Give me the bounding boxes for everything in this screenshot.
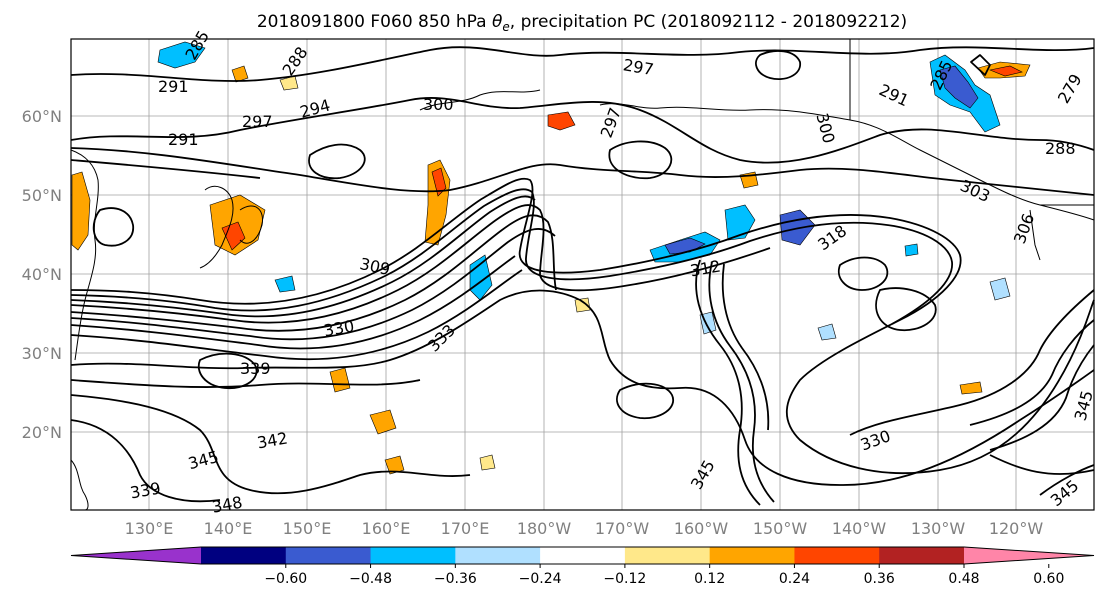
colorbar-tick-label: 0.48	[948, 571, 979, 587]
colorbar-tick-label: 0.24	[779, 571, 810, 587]
lat-label: 40°N	[22, 265, 62, 284]
lon-label: 170°W	[595, 519, 650, 538]
contour-label: 300	[423, 95, 454, 114]
precip-shading	[71, 41, 1031, 475]
contour-label: 288	[1045, 139, 1076, 158]
longitude-labels: 130°E 140°E 150°E 160°E 170°E 180°W 170°…	[125, 519, 1044, 538]
colorbar-tick-label: −0.60	[264, 571, 307, 587]
lon-label: 130°E	[125, 519, 174, 538]
colorbar-segment	[201, 547, 287, 564]
colorbar-segment	[540, 547, 626, 564]
colorbar-segments	[70, 546, 1095, 565]
colorbar-tick-label: −0.24	[519, 571, 562, 587]
colorbar-tick-label: −0.48	[349, 571, 392, 587]
figure-title: 2018091800 F060 850 hPa θe, precipitatio…	[257, 12, 907, 34]
colorbar-ticks: −0.60 −0.48 −0.36 −0.24 −0.12 0.12 0.24 0.36 0.4…	[264, 564, 1064, 587]
lat-label: 20°N	[22, 423, 62, 442]
coastlines	[70, 39, 1095, 511]
contour-label: 297	[242, 112, 273, 131]
lon-label: 180°W	[517, 519, 572, 538]
colorbar-extend-high	[964, 547, 1094, 564]
colorbar-segment	[455, 547, 541, 564]
colorbar-segment	[370, 547, 456, 564]
colorbar: −0.60 −0.48 −0.36 −0.24 −0.12 0.12 0.24 0.36 0.4…	[70, 546, 1095, 587]
colorbar-tick-label: 0.36	[864, 571, 895, 587]
gridlines	[71, 39, 1094, 510]
map-background	[71, 39, 1094, 510]
map-panel	[70, 38, 1095, 511]
contour-label: 348	[211, 493, 244, 517]
contour-label: 291	[168, 130, 199, 149]
lon-label: 150°E	[283, 519, 332, 538]
lon-label: 140°E	[204, 519, 253, 538]
lon-label: 160°E	[362, 519, 411, 538]
map-border	[70, 38, 1095, 511]
colorbar-tick-label: −0.12	[603, 571, 646, 587]
colorbar-tick-label: 0.60	[1033, 571, 1064, 587]
lon-label: 150°W	[753, 519, 808, 538]
colorbar-segment	[285, 547, 372, 564]
lon-label: 130°W	[911, 519, 966, 538]
lat-label: 30°N	[22, 344, 62, 363]
lon-label: 160°W	[674, 519, 729, 538]
contour-label: 339	[240, 359, 271, 378]
lon-label: 140°W	[832, 519, 887, 538]
lon-label: 170°E	[441, 519, 490, 538]
colorbar-outline	[70, 546, 1095, 565]
contour-label: 291	[158, 77, 189, 96]
colorbar-tick-label: 0.12	[694, 571, 725, 587]
colorbar-segment	[879, 547, 965, 564]
colorbar-tick-label: −0.36	[434, 571, 477, 587]
lat-label: 50°N	[22, 186, 62, 205]
colorbar-segment	[709, 547, 795, 564]
colorbar-extend-low	[71, 547, 201, 564]
latitude-labels: 60°N 50°N 40°N 30°N 20°N	[22, 107, 62, 442]
colorbar-segment	[624, 547, 711, 564]
colorbar-segment	[794, 547, 880, 564]
lon-label: 120°W	[989, 519, 1044, 538]
lat-label: 60°N	[22, 107, 62, 126]
